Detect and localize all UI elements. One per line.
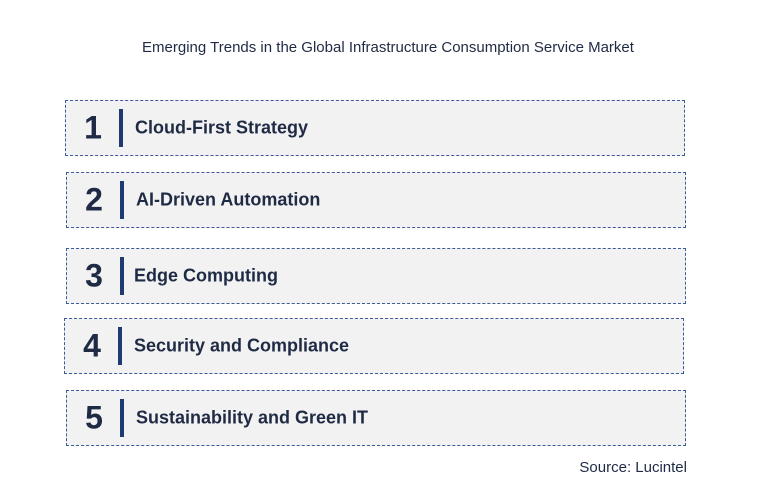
trend-divider xyxy=(118,327,122,365)
trend-label: Cloud-First Strategy xyxy=(135,117,309,138)
trend-number: 4 xyxy=(83,327,101,364)
trend-box-1: 1 Cloud-First Strategy xyxy=(65,100,685,156)
trend-label: Edge Computing xyxy=(134,265,278,286)
trend-box-5: 5 Sustainability and Green IT xyxy=(66,390,686,446)
trend-box-3: 3 Edge Computing xyxy=(66,248,686,304)
trend-divider xyxy=(120,399,124,437)
trend-divider xyxy=(120,257,124,295)
trend-number: 2 xyxy=(85,181,103,218)
trend-label: AI-Driven Automation xyxy=(136,189,321,210)
trend-number: 3 xyxy=(85,257,103,294)
diagram-title: Emerging Trends in the Global Infrastruc… xyxy=(142,39,634,56)
trend-label: Security and Compliance xyxy=(134,335,350,356)
source-note: Source: Lucintel xyxy=(579,459,687,476)
trend-label: Sustainability and Green IT xyxy=(136,407,369,428)
trend-number: 5 xyxy=(85,399,103,436)
trend-divider xyxy=(120,181,124,219)
trend-divider xyxy=(119,109,123,147)
trend-box-4: 4 Security and Compliance xyxy=(64,318,684,374)
trend-box-2: 2 AI-Driven Automation xyxy=(66,172,686,228)
trend-number: 1 xyxy=(84,109,102,146)
